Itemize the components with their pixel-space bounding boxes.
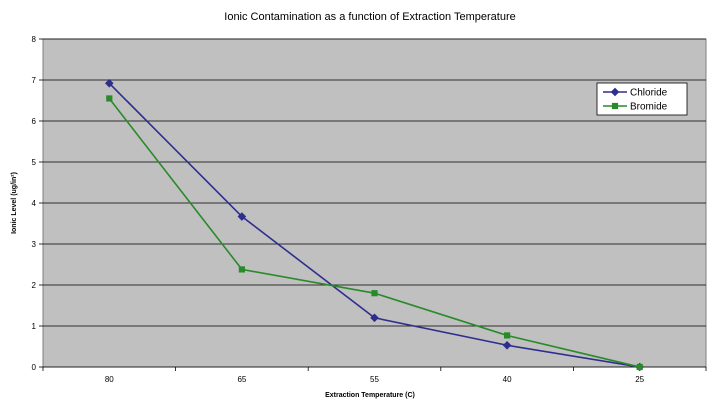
legend-bromide-label: Bromide — [630, 102, 668, 113]
x-tick-label: 65 — [237, 375, 246, 384]
chloride-point — [104, 78, 114, 88]
y-tick-label: 6 — [32, 117, 37, 126]
y-tick-label: 8 — [32, 35, 37, 44]
legend: Chloride Bromide — [596, 82, 688, 116]
chart-title: Ionic Contamination as a function of Ext… — [224, 11, 515, 23]
bromide-point — [238, 266, 246, 273]
x-axis-ticks: 80 65 55 40 25 — [42, 366, 707, 384]
y-tick-label: 3 — [32, 240, 37, 249]
legend-chloride-marker — [610, 87, 620, 97]
y-axis-title: Ionic Level (ug/in²) — [11, 172, 18, 234]
x-tick-label: 80 — [105, 375, 114, 384]
y-tick-label: 5 — [32, 158, 37, 167]
legend-box — [596, 82, 688, 116]
bromide-point — [371, 290, 378, 297]
x-axis-title: Extraction Temperature (C) — [325, 392, 415, 399]
x-tick-label: 25 — [635, 375, 644, 384]
legend-chloride-label: Chloride — [630, 88, 668, 99]
y-axis-ticks: 0 1 2 3 4 5 6 7 8 — [32, 35, 43, 372]
gridlines — [43, 38, 706, 327]
y-tick-label: 4 — [32, 199, 37, 208]
legend-bromide-marker — [611, 102, 619, 110]
series-group — [104, 78, 645, 372]
bromide-point — [106, 95, 113, 102]
chloride-point — [502, 340, 512, 350]
bromide-point — [636, 363, 643, 371]
chloride-point — [237, 212, 247, 221]
bromide-point — [504, 332, 511, 339]
x-tick-label: 55 — [370, 375, 379, 384]
x-tick-label: 40 — [503, 375, 512, 384]
y-tick-label: 0 — [32, 363, 37, 372]
y-tick-label: 2 — [32, 281, 37, 290]
chloride-point — [370, 313, 379, 323]
y-tick-label: 1 — [32, 322, 37, 331]
y-tick-label: 7 — [32, 76, 37, 85]
